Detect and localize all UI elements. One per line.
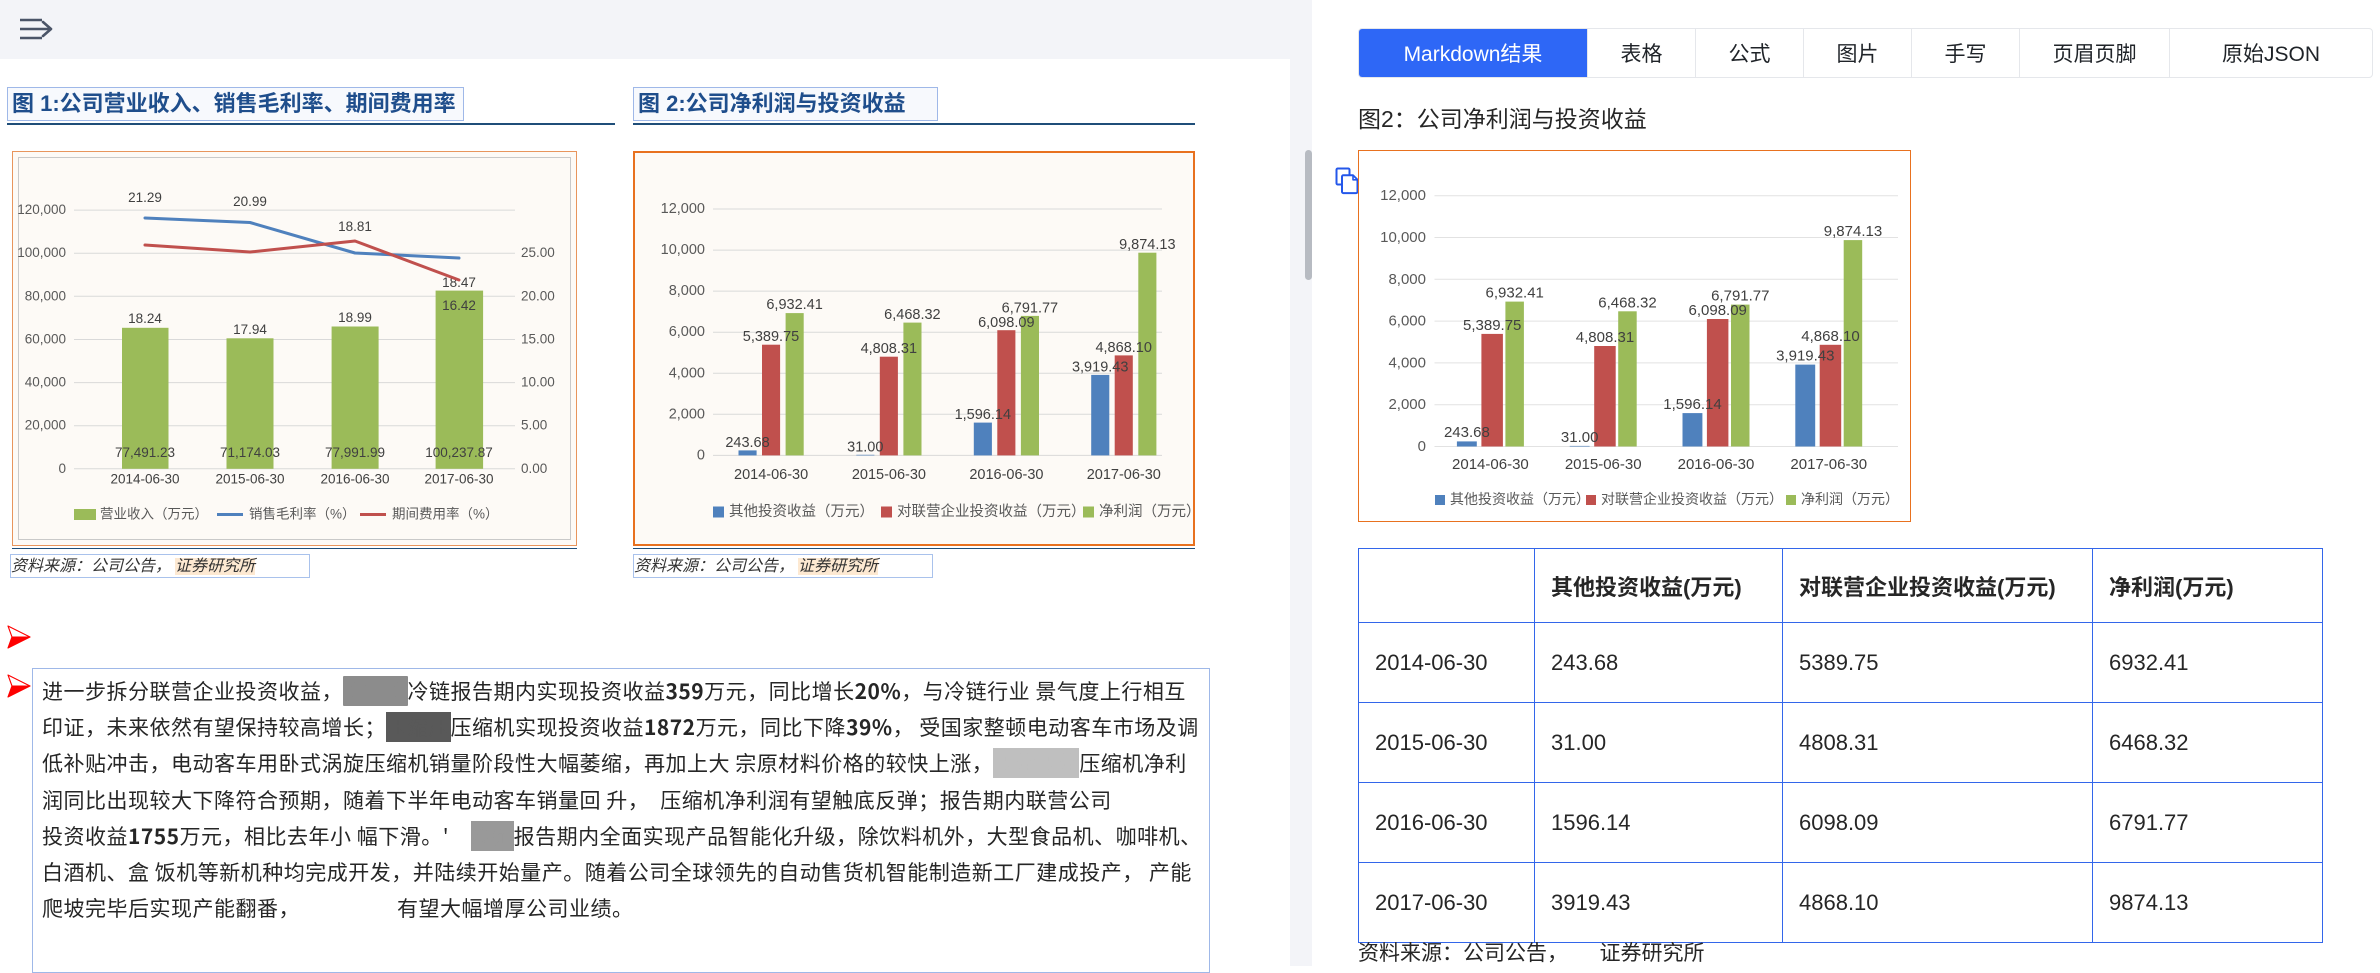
svg-text:2015-06-30: 2015-06-30 [215, 471, 284, 486]
svg-text:2,000: 2,000 [1388, 396, 1426, 413]
svg-text:6,932.41: 6,932.41 [1486, 285, 1544, 302]
svg-text:2014-06-30: 2014-06-30 [110, 471, 179, 486]
svg-text:2014-06-30: 2014-06-30 [1452, 456, 1529, 473]
svg-text:2016-06-30: 2016-06-30 [320, 471, 389, 486]
svg-text:10,000: 10,000 [661, 242, 705, 258]
svg-text:9,874.13: 9,874.13 [1119, 237, 1175, 253]
svg-text:80,000: 80,000 [25, 288, 66, 303]
svg-text:2,000: 2,000 [669, 406, 705, 422]
svg-text:18.81: 18.81 [338, 219, 372, 234]
svg-text:20.99: 20.99 [233, 194, 267, 209]
svg-text:4,000: 4,000 [669, 365, 705, 381]
svg-text:60,000: 60,000 [25, 332, 66, 347]
svg-text:2016-06-30: 2016-06-30 [1678, 456, 1755, 473]
svg-text:31.00: 31.00 [1561, 429, 1599, 446]
svg-text:12,000: 12,000 [661, 201, 705, 217]
svg-text:16.42: 16.42 [442, 298, 476, 313]
svg-text:17.94: 17.94 [233, 322, 267, 337]
svg-text:21.29: 21.29 [128, 190, 162, 205]
svg-text:6,932.41: 6,932.41 [766, 297, 822, 313]
svg-text:77,491.23: 77,491.23 [115, 445, 175, 460]
svg-text:243.68: 243.68 [725, 435, 769, 451]
svg-text:净利润（万元）: 净利润（万元） [1099, 503, 1195, 520]
svg-text:5.00: 5.00 [521, 418, 547, 433]
svg-text:6,098.09: 6,098.09 [978, 315, 1034, 331]
svg-text:营业收入（万元）: 营业收入（万元） [100, 507, 208, 522]
svg-text:25.00: 25.00 [521, 245, 555, 260]
svg-text:5,389.75: 5,389.75 [743, 329, 799, 345]
svg-text:10.00: 10.00 [521, 375, 555, 390]
svg-text:6,791.77: 6,791.77 [1002, 301, 1058, 317]
svg-text:1,596.14: 1,596.14 [955, 407, 1011, 423]
svg-text:对联营企业投资收益（万元）: 对联营企业投资收益（万元） [1601, 491, 1783, 507]
svg-text:120,000: 120,000 [17, 202, 66, 217]
svg-text:0: 0 [697, 447, 705, 463]
svg-text:2017-06-30: 2017-06-30 [1087, 467, 1161, 483]
svg-text:6,791.77: 6,791.77 [1711, 288, 1769, 305]
svg-text:77,991.99: 77,991.99 [325, 445, 385, 460]
svg-text:6,000: 6,000 [669, 324, 705, 340]
svg-text:100,237.87: 100,237.87 [425, 445, 493, 460]
svg-text:2015-06-30: 2015-06-30 [1565, 456, 1642, 473]
svg-text:243.68: 243.68 [1444, 424, 1490, 441]
svg-text:0: 0 [1418, 438, 1426, 455]
svg-text:0: 0 [58, 461, 66, 476]
svg-text:100,000: 100,000 [17, 245, 66, 260]
svg-text:对联营企业投资收益（万元）: 对联营企业投资收益（万元） [897, 502, 1086, 520]
svg-text:2016-06-30: 2016-06-30 [969, 467, 1043, 483]
svg-text:71,174.03: 71,174.03 [220, 445, 280, 460]
svg-text:40,000: 40,000 [25, 375, 66, 390]
svg-text:20,000: 20,000 [25, 418, 66, 433]
svg-text:5,389.75: 5,389.75 [1463, 317, 1521, 334]
svg-text:10,000: 10,000 [1380, 229, 1426, 246]
svg-text:4,868.10: 4,868.10 [1095, 340, 1151, 356]
svg-text:4,868.10: 4,868.10 [1801, 328, 1859, 345]
svg-text:其他投资收益（万元）: 其他投资收益（万元） [729, 503, 874, 520]
svg-text:12,000: 12,000 [1380, 187, 1426, 204]
svg-text:净利润（万元）: 净利润（万元） [1801, 491, 1899, 507]
svg-text:4,808.31: 4,808.31 [1576, 329, 1634, 346]
svg-text:4,808.31: 4,808.31 [861, 341, 917, 357]
svg-text:2015-06-30: 2015-06-30 [852, 467, 926, 483]
svg-text:2014-06-30: 2014-06-30 [734, 467, 808, 483]
svg-text:6,468.32: 6,468.32 [1598, 294, 1656, 311]
svg-text:6,468.32: 6,468.32 [884, 307, 940, 323]
svg-text:20.00: 20.00 [521, 288, 555, 303]
svg-text:期间费用率（%）: 期间费用率（%） [392, 506, 499, 522]
svg-text:9,874.13: 9,874.13 [1824, 223, 1882, 240]
svg-text:销售毛利率（%）: 销售毛利率（%） [249, 506, 356, 522]
svg-text:18.99: 18.99 [338, 310, 372, 325]
svg-text:31.00: 31.00 [847, 440, 883, 456]
svg-text:1,596.14: 1,596.14 [1663, 396, 1721, 413]
svg-text:8,000: 8,000 [669, 283, 705, 299]
svg-text:2017-06-30: 2017-06-30 [424, 471, 493, 486]
svg-text:2017-06-30: 2017-06-30 [1790, 456, 1867, 473]
svg-text:15.00: 15.00 [521, 332, 555, 347]
svg-text:18.47: 18.47 [442, 275, 476, 290]
svg-text:0.00: 0.00 [521, 461, 547, 476]
svg-text:8,000: 8,000 [1388, 271, 1426, 288]
svg-text:18.24: 18.24 [128, 311, 162, 326]
svg-text:6,000: 6,000 [1388, 313, 1426, 330]
svg-text:3,919.43: 3,919.43 [1776, 348, 1834, 365]
svg-text:3,919.43: 3,919.43 [1072, 360, 1128, 376]
svg-text:4,000: 4,000 [1388, 354, 1426, 371]
svg-text:其他投资收益（万元）: 其他投资收益（万元） [1450, 491, 1590, 507]
